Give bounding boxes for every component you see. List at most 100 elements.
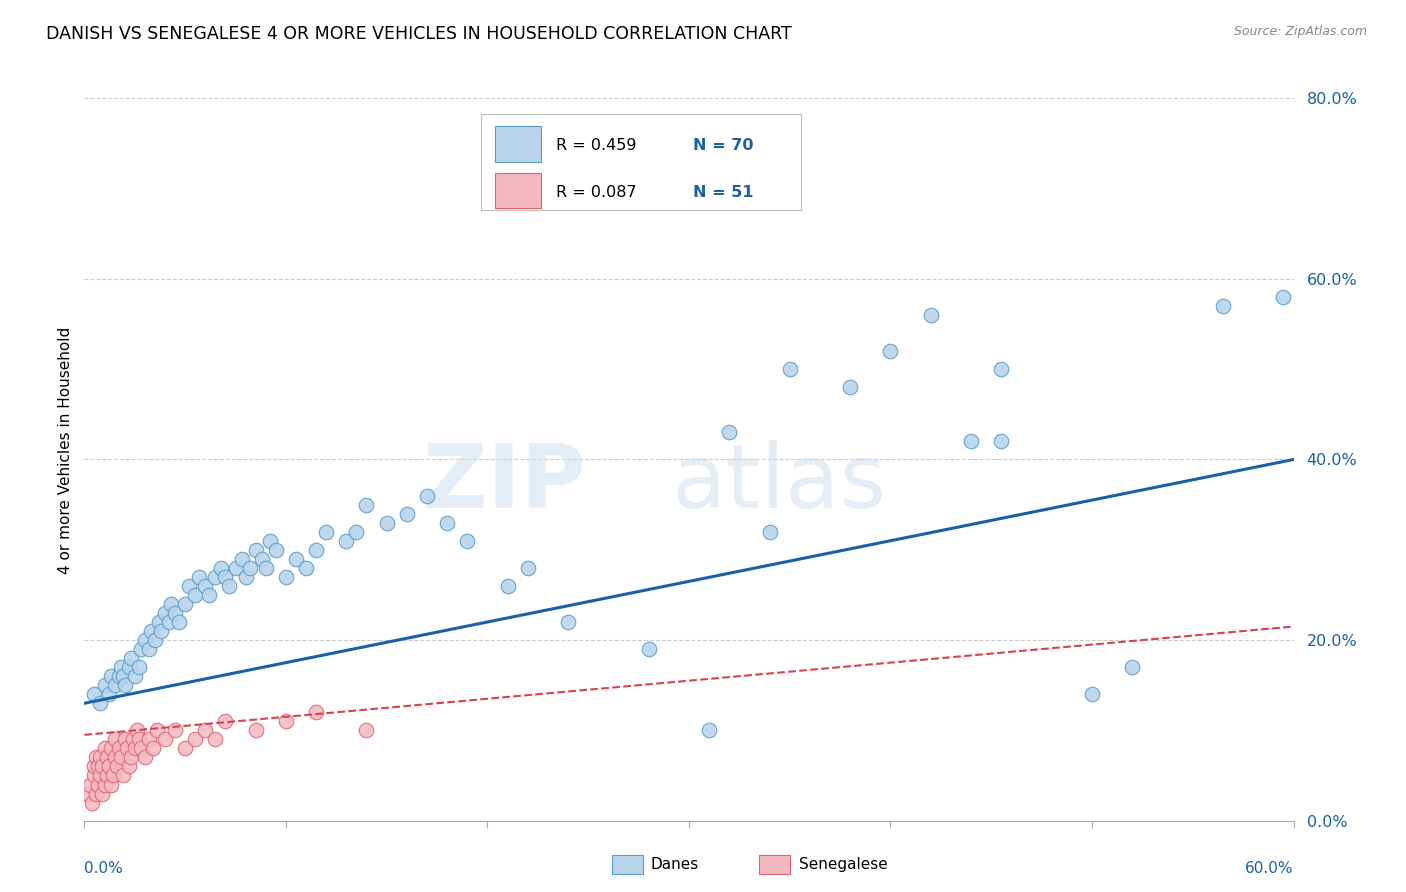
Point bbox=[214, 570, 236, 584]
Text: ZIP: ZIP bbox=[423, 441, 586, 527]
Point bbox=[231, 551, 253, 566]
Point bbox=[93, 741, 115, 756]
Point bbox=[124, 741, 146, 756]
Point bbox=[194, 723, 217, 738]
Point bbox=[779, 362, 801, 376]
Point bbox=[153, 732, 176, 747]
Point bbox=[87, 759, 110, 773]
Point bbox=[97, 687, 120, 701]
Point bbox=[101, 768, 124, 782]
Text: 0.0%: 0.0% bbox=[84, 862, 124, 876]
Point bbox=[209, 561, 232, 575]
Text: Source: ZipAtlas.com: Source: ZipAtlas.com bbox=[1233, 25, 1367, 38]
Point bbox=[204, 570, 226, 584]
Point bbox=[128, 732, 150, 747]
Point bbox=[89, 750, 111, 764]
Text: atlas: atlas bbox=[672, 441, 887, 527]
Point bbox=[91, 759, 114, 773]
Point bbox=[184, 732, 207, 747]
Point bbox=[91, 787, 114, 801]
Point bbox=[516, 561, 538, 575]
Point bbox=[134, 633, 156, 648]
Point bbox=[121, 732, 143, 747]
Point bbox=[214, 714, 236, 729]
Point bbox=[134, 750, 156, 764]
Point bbox=[83, 687, 105, 701]
Point bbox=[496, 579, 519, 593]
Point bbox=[375, 516, 398, 530]
Point bbox=[335, 533, 357, 548]
Point bbox=[254, 561, 277, 575]
Point bbox=[179, 579, 201, 593]
Point bbox=[104, 732, 127, 747]
Point bbox=[148, 615, 170, 629]
Point bbox=[1212, 299, 1234, 313]
FancyBboxPatch shape bbox=[481, 113, 801, 210]
Point bbox=[356, 723, 378, 738]
Point bbox=[107, 741, 129, 756]
Point bbox=[990, 434, 1012, 449]
Point bbox=[194, 579, 217, 593]
Point bbox=[697, 723, 720, 738]
Point bbox=[86, 750, 108, 764]
Point bbox=[124, 669, 146, 683]
Point bbox=[87, 778, 110, 792]
Point bbox=[138, 732, 160, 747]
Point bbox=[105, 759, 128, 773]
Point bbox=[129, 642, 152, 657]
Point bbox=[758, 524, 780, 539]
Point bbox=[315, 524, 337, 539]
Point bbox=[120, 651, 142, 665]
Point bbox=[100, 778, 122, 792]
Point bbox=[157, 615, 180, 629]
Point bbox=[239, 561, 262, 575]
Point bbox=[153, 606, 176, 620]
Point bbox=[990, 362, 1012, 376]
Point bbox=[118, 660, 141, 674]
Point bbox=[250, 551, 273, 566]
Text: R = 0.087: R = 0.087 bbox=[555, 185, 637, 200]
Point bbox=[174, 597, 197, 611]
Point bbox=[718, 425, 741, 440]
Point bbox=[125, 723, 148, 738]
Text: N = 70: N = 70 bbox=[693, 138, 754, 153]
Text: 60.0%: 60.0% bbox=[1246, 862, 1294, 876]
Point bbox=[100, 741, 122, 756]
Point bbox=[356, 498, 378, 512]
Point bbox=[204, 732, 226, 747]
Point bbox=[93, 678, 115, 692]
Point bbox=[285, 551, 308, 566]
Point bbox=[89, 768, 111, 782]
Point bbox=[120, 750, 142, 764]
Point bbox=[346, 524, 368, 539]
Point bbox=[188, 570, 211, 584]
Point bbox=[142, 741, 165, 756]
Point bbox=[114, 732, 136, 747]
Point bbox=[139, 624, 162, 638]
Point bbox=[110, 660, 132, 674]
Point bbox=[138, 642, 160, 657]
Point bbox=[305, 542, 328, 557]
Point bbox=[920, 308, 942, 322]
Text: DANISH VS SENEGALESE 4 OR MORE VEHICLES IN HOUSEHOLD CORRELATION CHART: DANISH VS SENEGALESE 4 OR MORE VEHICLES … bbox=[46, 25, 792, 43]
Point bbox=[146, 723, 169, 738]
Text: N = 51: N = 51 bbox=[693, 185, 754, 200]
Point bbox=[259, 533, 281, 548]
Point bbox=[274, 714, 297, 729]
Point bbox=[128, 660, 150, 674]
Point bbox=[167, 615, 190, 629]
FancyBboxPatch shape bbox=[495, 173, 541, 209]
Point bbox=[104, 678, 127, 692]
Point bbox=[83, 768, 105, 782]
Point bbox=[143, 633, 166, 648]
Point bbox=[129, 741, 152, 756]
Point bbox=[1272, 290, 1295, 304]
Point bbox=[557, 615, 579, 629]
Point bbox=[305, 706, 328, 720]
Point bbox=[274, 570, 297, 584]
Point bbox=[198, 588, 221, 602]
Point bbox=[96, 750, 118, 764]
Point bbox=[245, 542, 267, 557]
Point bbox=[218, 579, 240, 593]
Point bbox=[104, 750, 127, 764]
